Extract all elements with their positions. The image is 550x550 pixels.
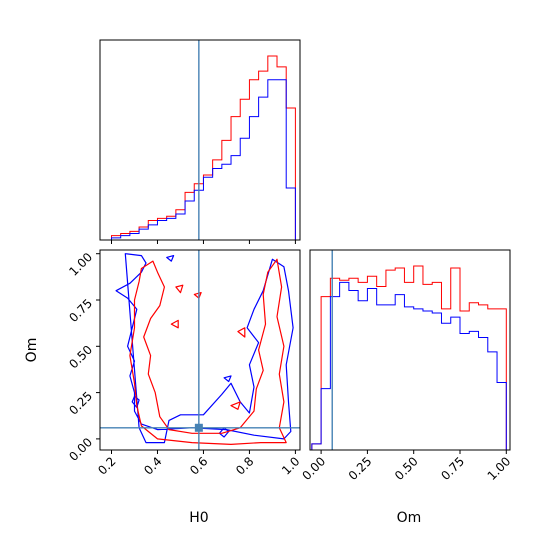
- contour-group: [115, 253, 294, 445]
- contour-9: [237, 327, 246, 338]
- om-histogram-series-0: [311, 265, 507, 450]
- om-x-tick-label-1: 0.25: [346, 454, 375, 483]
- om-marginal-frame: [309, 249, 511, 451]
- x-axis-label-h0: H0: [189, 510, 208, 526]
- om-y-tick-label-1: 0.25: [66, 389, 95, 418]
- truth-marker: [194, 423, 203, 432]
- contour-10: [230, 401, 241, 410]
- h0-x-tick-label-4: 1.0: [279, 454, 302, 477]
- om-x-tick-label-3: 0.75: [438, 454, 467, 483]
- om-y-tick-label-3: 0.75: [66, 296, 95, 325]
- contour-frame: [99, 249, 301, 451]
- contour-5: [129, 258, 287, 445]
- h0-histogram-series-1: [110, 79, 296, 240]
- om-marginal-panel: 0.00 0.25 0.50 0.75 1.00: [299, 249, 514, 483]
- contour-2: [131, 395, 140, 408]
- contour-6: [193, 292, 202, 299]
- h0-marginal-frame: [99, 39, 301, 241]
- h0-x-tick-label-2: 0.6: [187, 454, 210, 477]
- h0-x-tick-label-3: 0.8: [233, 454, 256, 477]
- om-y-tick-label-2: 0.50: [66, 343, 95, 372]
- contour-0: [115, 253, 294, 444]
- om-histogram-series-1: [311, 281, 507, 450]
- contour-7: [175, 284, 184, 294]
- contour-8: [170, 319, 179, 329]
- om-x-tick-label-2: 0.50: [392, 454, 421, 483]
- h0-x-tick-label-0: 0.2: [95, 454, 118, 477]
- h0-x-tick-label-1: 0.4: [141, 454, 164, 477]
- om-x-tick-label-0: 0.00: [299, 454, 328, 483]
- om-y-tick-label-0: 0.00: [66, 435, 95, 464]
- om-x-tick-label-4: 1.00: [485, 454, 514, 483]
- contour-4: [223, 375, 232, 383]
- h0-om-contour-panel: 0.2 0.4 0.6 0.8 1.0 0.00 0.25 0.50 0.75 1.00: [66, 249, 303, 478]
- y-axis-label-om: Om: [24, 338, 40, 363]
- om-y-tick-label-4: 1.00: [66, 250, 95, 279]
- x-axis-label-om: Om: [397, 510, 422, 526]
- h0-marginal-panel: [99, 39, 301, 244]
- contour-1: [166, 255, 175, 262]
